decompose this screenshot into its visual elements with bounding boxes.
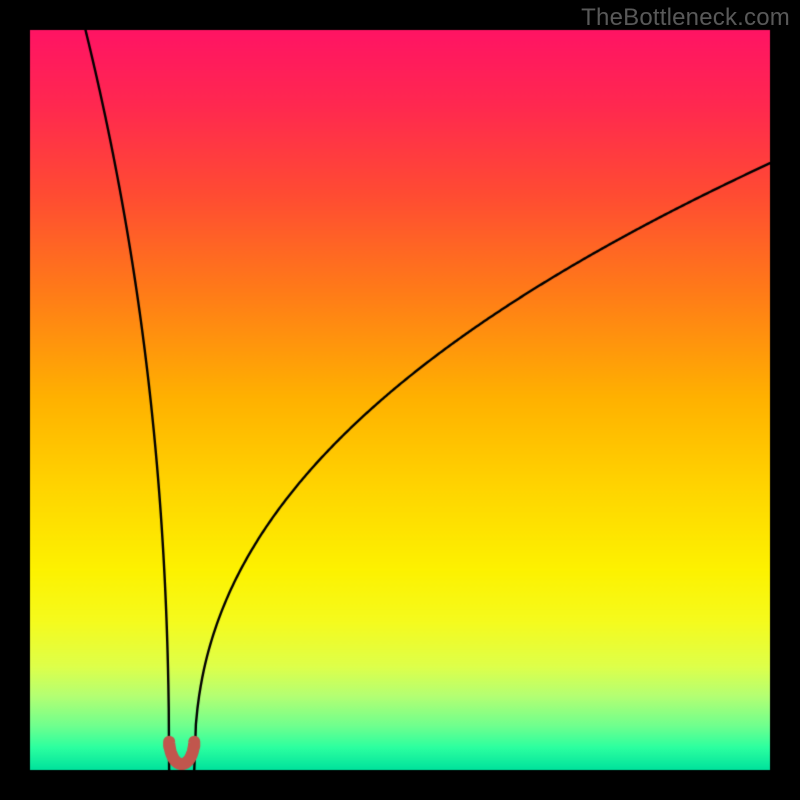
bottleneck-curve-plot [0,0,800,800]
chart-stage: TheBottleneck.com [0,0,800,800]
